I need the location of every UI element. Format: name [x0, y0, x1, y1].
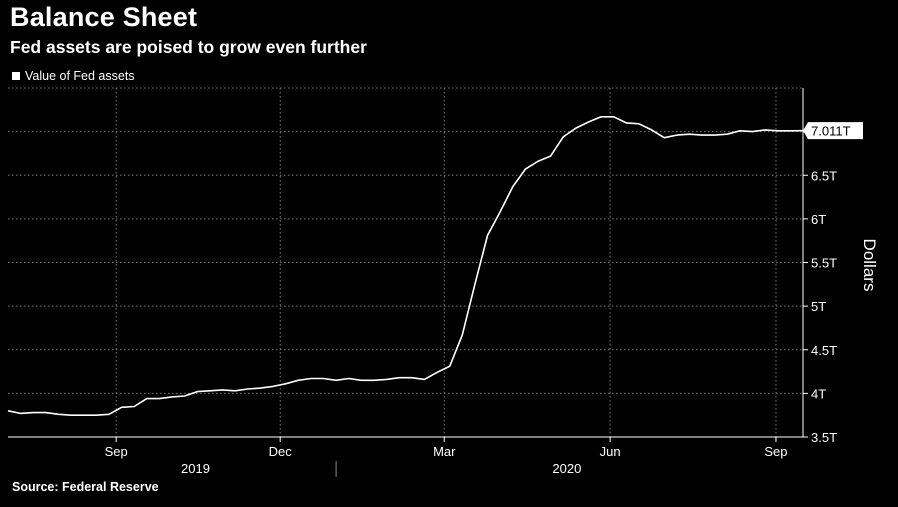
- legend: Value of Fed assets: [12, 69, 135, 83]
- y-tick-label: 5T: [811, 299, 826, 314]
- axes: 3.5T4T4.5T5T5.5T6T6.5T7TSepDecMarJunSep2…: [8, 88, 863, 477]
- chart-subtitle: Fed assets are poised to grow even furth…: [10, 37, 367, 57]
- grid-lines: [8, 87, 803, 438]
- y-tick-label: 6T: [811, 212, 826, 227]
- chart-title: Balance Sheet: [10, 2, 198, 32]
- y-tick-label: 6.5T: [811, 168, 837, 183]
- source-note: Source: Federal Reserve: [12, 480, 159, 494]
- x-tick-label: Dec: [269, 444, 293, 459]
- legend-swatch: [12, 72, 20, 80]
- x-tick-label: Sep: [105, 444, 128, 459]
- x-year-label: 2020: [552, 461, 581, 476]
- legend-label: Value of Fed assets: [25, 69, 135, 83]
- y-tick-label: 3.5T: [811, 430, 837, 445]
- y-tick-label: 5.5T: [811, 256, 837, 271]
- y-tick-label: 4.5T: [811, 343, 837, 358]
- y-tick-label: 4T: [811, 386, 826, 401]
- x-tick-label: Jun: [600, 444, 621, 459]
- last-value-label: 7.011T: [811, 124, 851, 139]
- series-layer: [7, 116, 804, 417]
- x-year-label: 2019: [181, 461, 210, 476]
- x-tick-label: Sep: [764, 444, 787, 459]
- x-tick-label: Mar: [433, 444, 456, 459]
- series-line-fed-assets: [7, 116, 804, 417]
- last-value-callout: [803, 122, 863, 140]
- y-axis-label: Dollars: [860, 239, 879, 292]
